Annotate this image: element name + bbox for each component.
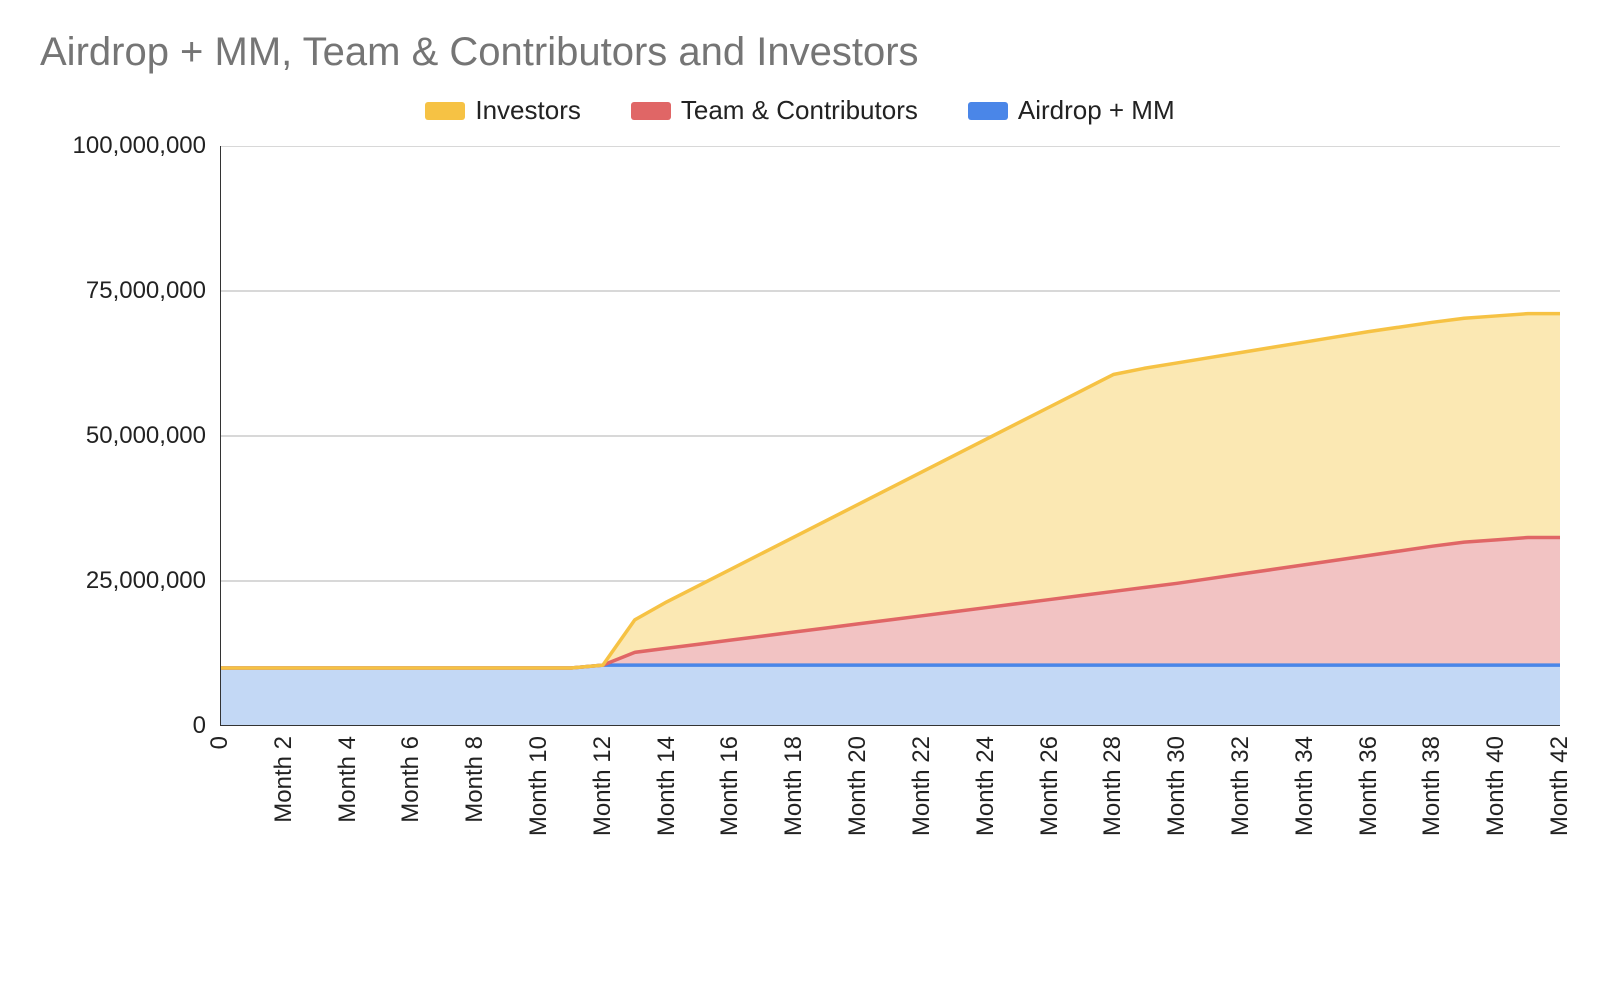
chart-container: Airdrop + MM, Team & Contributors and In… (0, 0, 1600, 983)
y-tick-label: 100,000,000 (73, 132, 206, 160)
x-tick-label: Month 30 (1163, 736, 1191, 836)
chart-title: Airdrop + MM, Team & Contributors and In… (40, 30, 1560, 75)
x-tick-label: Month 18 (780, 736, 808, 836)
x-axis: 0Month 2Month 4Month 6Month 8Month 10Mon… (220, 726, 1560, 906)
x-tick-label: Month 34 (1291, 736, 1319, 836)
x-tick-label: Month 2 (270, 736, 298, 823)
x-tick-label: Month 32 (1227, 736, 1255, 836)
chart-area: 025,000,00050,000,00075,000,000100,000,0… (40, 146, 1560, 906)
legend-label: Investors (475, 95, 581, 126)
plot-area (220, 146, 1560, 726)
legend: Investors Team & Contributors Airdrop + MM (40, 95, 1560, 126)
x-tick-label: Month 8 (461, 736, 489, 823)
x-tick-label: 0 (206, 736, 234, 749)
y-tick-label: 75,000,000 (86, 277, 206, 305)
x-tick-label: Month 24 (972, 736, 1000, 836)
legend-swatch (631, 102, 671, 120)
legend-item: Investors (425, 95, 581, 126)
legend-label: Team & Contributors (681, 95, 918, 126)
x-tick-label: Month 12 (589, 736, 617, 836)
x-tick-label: Month 26 (1036, 736, 1064, 836)
legend-label: Airdrop + MM (1018, 95, 1175, 126)
y-axis: 025,000,00050,000,00075,000,000100,000,0… (40, 146, 220, 906)
x-tick-label: Month 6 (397, 736, 425, 823)
x-tick-label: Month 14 (653, 736, 681, 836)
x-tick-label: Month 20 (844, 736, 872, 836)
x-tick-label: Month 42 (1546, 736, 1574, 836)
legend-item: Airdrop + MM (968, 95, 1175, 126)
x-tick-label: Month 40 (1482, 736, 1510, 836)
x-tick-label: Month 38 (1418, 736, 1446, 836)
x-tick-label: Month 16 (716, 736, 744, 836)
line-svg (220, 146, 1560, 726)
x-tick-label: Month 22 (908, 736, 936, 836)
legend-swatch (968, 102, 1008, 120)
legend-item: Team & Contributors (631, 95, 918, 126)
x-tick-label: Month 28 (1099, 736, 1127, 836)
x-tick-label: Month 4 (334, 736, 362, 823)
x-tick-label: Month 10 (525, 736, 553, 836)
y-tick-label: 25,000,000 (86, 567, 206, 595)
legend-swatch (425, 102, 465, 120)
y-tick-label: 50,000,000 (86, 422, 206, 450)
x-tick-label: Month 36 (1355, 736, 1383, 836)
y-tick-label: 0 (193, 712, 206, 740)
